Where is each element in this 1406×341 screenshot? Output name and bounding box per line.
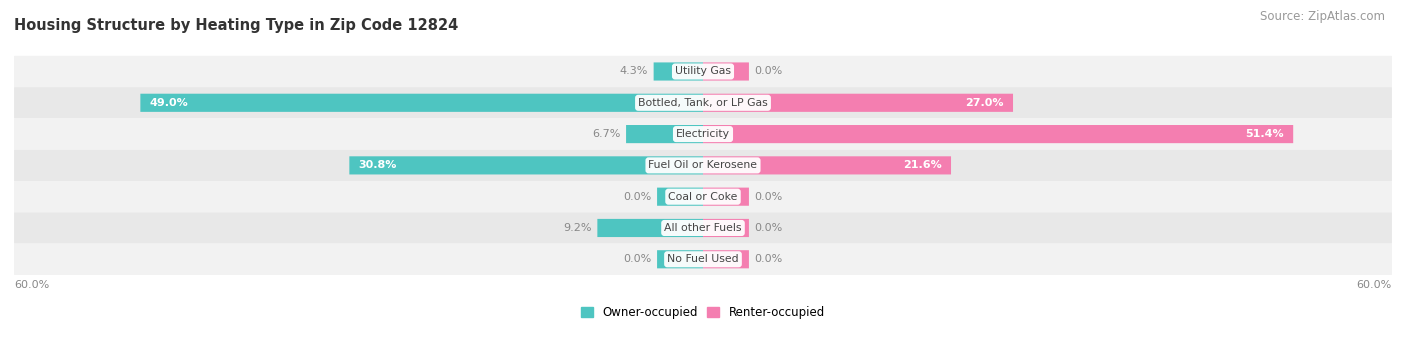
Text: Coal or Coke: Coal or Coke [668, 192, 738, 202]
FancyBboxPatch shape [349, 156, 703, 175]
FancyBboxPatch shape [654, 62, 703, 80]
FancyBboxPatch shape [14, 150, 1392, 181]
Text: 30.8%: 30.8% [359, 160, 396, 170]
Text: Fuel Oil or Kerosene: Fuel Oil or Kerosene [648, 160, 758, 170]
Text: Bottled, Tank, or LP Gas: Bottled, Tank, or LP Gas [638, 98, 768, 108]
Text: 49.0%: 49.0% [149, 98, 188, 108]
FancyBboxPatch shape [703, 94, 1012, 112]
FancyBboxPatch shape [703, 125, 1294, 143]
FancyBboxPatch shape [626, 125, 703, 143]
Text: Electricity: Electricity [676, 129, 730, 139]
FancyBboxPatch shape [703, 156, 950, 175]
FancyBboxPatch shape [657, 250, 703, 268]
Text: Source: ZipAtlas.com: Source: ZipAtlas.com [1260, 10, 1385, 23]
Text: 60.0%: 60.0% [14, 280, 49, 290]
Text: 0.0%: 0.0% [755, 223, 783, 233]
Text: No Fuel Used: No Fuel Used [668, 254, 738, 264]
Text: 51.4%: 51.4% [1246, 129, 1284, 139]
FancyBboxPatch shape [141, 94, 703, 112]
Text: 27.0%: 27.0% [966, 98, 1004, 108]
Text: 0.0%: 0.0% [623, 254, 651, 264]
Text: 0.0%: 0.0% [755, 192, 783, 202]
Text: 6.7%: 6.7% [592, 129, 620, 139]
Text: 0.0%: 0.0% [755, 66, 783, 76]
FancyBboxPatch shape [657, 188, 703, 206]
FancyBboxPatch shape [703, 250, 749, 268]
Text: Utility Gas: Utility Gas [675, 66, 731, 76]
Text: Housing Structure by Heating Type in Zip Code 12824: Housing Structure by Heating Type in Zip… [14, 18, 458, 33]
FancyBboxPatch shape [14, 181, 1392, 212]
Text: 0.0%: 0.0% [623, 192, 651, 202]
Text: 60.0%: 60.0% [1357, 280, 1392, 290]
FancyBboxPatch shape [14, 243, 1392, 275]
Text: 4.3%: 4.3% [620, 66, 648, 76]
FancyBboxPatch shape [14, 118, 1392, 150]
Text: 9.2%: 9.2% [564, 223, 592, 233]
Legend: Owner-occupied, Renter-occupied: Owner-occupied, Renter-occupied [576, 301, 830, 324]
FancyBboxPatch shape [703, 188, 749, 206]
Text: All other Fuels: All other Fuels [664, 223, 742, 233]
FancyBboxPatch shape [14, 56, 1392, 87]
FancyBboxPatch shape [703, 62, 749, 80]
FancyBboxPatch shape [14, 87, 1392, 118]
Text: 0.0%: 0.0% [755, 254, 783, 264]
FancyBboxPatch shape [703, 219, 749, 237]
FancyBboxPatch shape [598, 219, 703, 237]
Text: 21.6%: 21.6% [903, 160, 942, 170]
FancyBboxPatch shape [14, 212, 1392, 243]
